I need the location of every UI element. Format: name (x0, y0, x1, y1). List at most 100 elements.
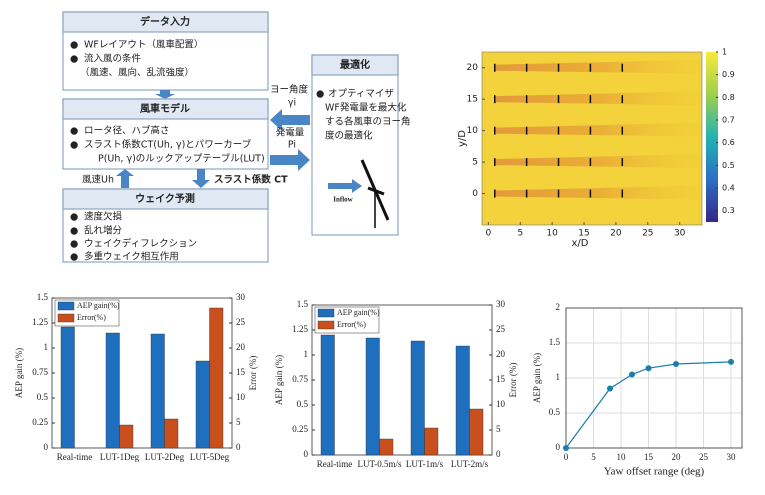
y-tick-label: 0.25 (32, 417, 48, 427)
legend-label: Error(%) (337, 320, 366, 329)
marker (673, 361, 679, 367)
y-tick-label: 0 (44, 442, 49, 452)
y-tick-label: 1.25 (292, 324, 308, 334)
x-tick-label: 15 (578, 229, 589, 239)
bar (196, 361, 210, 448)
x-tick-label: Real-time (317, 459, 353, 469)
x-tick-label: 25 (642, 229, 653, 239)
x-tick-label: LUT-1Deg (100, 452, 140, 462)
arrow (192, 169, 210, 188)
item: WF発電量を最大化 (325, 102, 407, 114)
item: 速度欠損 (84, 211, 123, 223)
figure: データ入力 ● WFレイアウト（風車配置） ● 流入風の条件 （風速、風向、乱流… (0, 0, 765, 495)
x-tick-label: 5 (517, 229, 523, 239)
y2-tick-label: 20 (496, 349, 506, 359)
item: 乱れ増分 (84, 225, 123, 237)
y-tick-label: 0 (556, 442, 561, 452)
optimization-box (312, 55, 398, 235)
bullet: ● (70, 252, 78, 263)
y-tick-label: 0.5 (549, 407, 561, 417)
colorbar-tick-label: 0.5 (722, 161, 735, 170)
colorbar-tick-label: 0.6 (722, 138, 735, 147)
bar (120, 425, 134, 448)
y2-tick-label: 30 (236, 292, 246, 302)
bar (151, 334, 165, 448)
colorbar-tick-label: 0.8 (722, 93, 735, 102)
wake-title: ウェイク予測 (135, 192, 195, 205)
bullet: ● (316, 89, 324, 100)
x-tick-label: Real-time (57, 452, 93, 462)
y-tick-label: 2 (556, 302, 561, 312)
bar (366, 338, 380, 455)
y-tick-label: 10 (467, 126, 479, 136)
y2-tick-label: 15 (236, 367, 246, 377)
model-title: 風車モデル (140, 102, 190, 115)
colorbar-tick-label: 0.9 (722, 70, 735, 79)
bar (210, 308, 224, 448)
bar (411, 341, 425, 455)
bar (470, 409, 484, 455)
colorbar-tick-label: 1 (722, 48, 727, 57)
y2-tick-label: 25 (496, 324, 506, 334)
item: 度の最適化 (325, 130, 373, 142)
item: スラスト係数CT(Uh, γ)とパワーカーブ (84, 139, 252, 151)
arrow-label: 発電量 (276, 127, 305, 139)
x-tick-label: LUT-1m/s (406, 459, 444, 469)
arrow (116, 169, 134, 188)
bar (380, 439, 394, 455)
y2-tick-label: 0 (496, 449, 501, 459)
bullet: ● (70, 140, 78, 151)
bar (456, 346, 470, 455)
input-title: データ入力 (140, 15, 190, 28)
y-tick-label: 0.75 (292, 374, 308, 384)
bar (425, 428, 439, 455)
y-tick-label: 20 (467, 63, 479, 73)
legend-label: AEP gain(%) (77, 301, 120, 310)
colorbar-tick-label: 0.3 (722, 206, 735, 215)
y-tick-label: 0 (304, 449, 309, 459)
y-tick-label: 1.5 (297, 299, 309, 309)
y-tick-label: 0.5 (297, 399, 309, 409)
y-axis-label: AEP gain (%) (14, 348, 24, 398)
y-tick-label: 1.5 (37, 292, 49, 302)
legend-label: Error(%) (77, 313, 106, 322)
y2-tick-label: 5 (496, 424, 501, 434)
y-tick-label: 15 (467, 95, 478, 105)
arrow-label: 風速Uh (82, 175, 114, 186)
y-tick-label: 5 (472, 158, 478, 168)
bullet: ● (70, 226, 78, 237)
marker (629, 372, 635, 378)
marker (646, 365, 652, 371)
y2-tick-label: 30 (496, 299, 506, 309)
x-tick-label: LUT-0.5m/s (358, 459, 402, 469)
colorbar (706, 52, 718, 222)
item: WFレイアウト（風車配置） (84, 39, 203, 51)
x-tick-label: 10 (617, 452, 627, 462)
y2-axis-label: Error (%) (508, 363, 518, 398)
bar (106, 333, 120, 448)
item: 流入風の条件 (84, 53, 142, 65)
y-tick-label: 0.5 (37, 392, 49, 402)
item: （風速、風向、乱流強度） (80, 67, 194, 79)
arrow (155, 90, 175, 99)
y-axis-label: AEP gain (%) (532, 353, 542, 403)
y-axis-label: AEP gain (%) (274, 355, 284, 405)
item: ウェイクディフレクション (84, 238, 197, 250)
y-tick-label: 1.25 (32, 317, 48, 327)
y-tick-label: 1 (304, 349, 309, 359)
y-axis-label: y/D (457, 130, 468, 147)
x-tick-label: 25 (699, 452, 709, 462)
item: P(Uh, γ)のルックアップテーブル(LUT) (98, 153, 265, 165)
item: する各風車のヨー角 (325, 116, 411, 128)
legend-swatch (318, 321, 334, 329)
item: オプティマイザ (328, 89, 394, 100)
y-tick-label: 1.5 (549, 337, 561, 347)
x-tick-label: 20 (672, 452, 682, 462)
marker (563, 445, 569, 451)
arrow-label: ヨー角度 (270, 84, 309, 96)
x-axis-label: x/D (572, 238, 589, 249)
bullet: ● (70, 126, 78, 137)
arrow (270, 149, 310, 171)
legend-label: AEP gain(%) (337, 308, 380, 317)
colorbar-tick-label: 0.7 (722, 116, 735, 125)
